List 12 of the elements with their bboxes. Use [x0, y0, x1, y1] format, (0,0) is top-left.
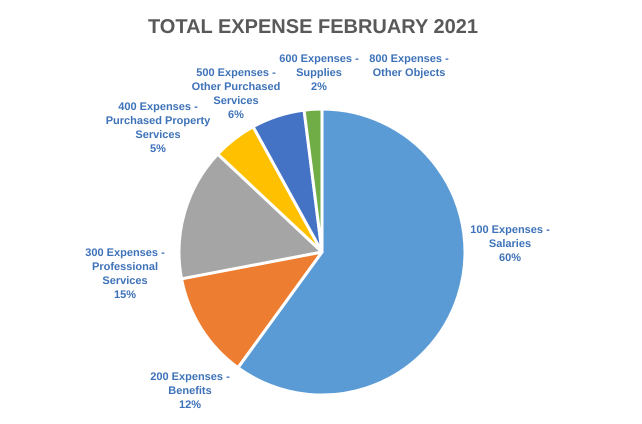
data-label: 6% — [228, 109, 244, 121]
data-label: 12% — [178, 399, 202, 411]
data-label: 2% — [311, 81, 328, 93]
category-label: 800 Expenses - Other Objects — [369, 53, 449, 79]
slice-label: 300 Expenses - Professional Services — [85, 247, 166, 287]
slice-label: 200 Expenses - Benefits — [150, 371, 230, 397]
data-label: 5% — [150, 143, 166, 155]
slice-label: 600 Expenses - Supplies — [279, 53, 360, 79]
slice-label: 100 Expenses - Salaries — [470, 224, 550, 250]
data-label: 15% — [114, 289, 136, 301]
data-label: 60% — [498, 252, 522, 264]
chart-title: TOTAL EXPENSE FEBRUARY 2021 — [148, 16, 478, 38]
